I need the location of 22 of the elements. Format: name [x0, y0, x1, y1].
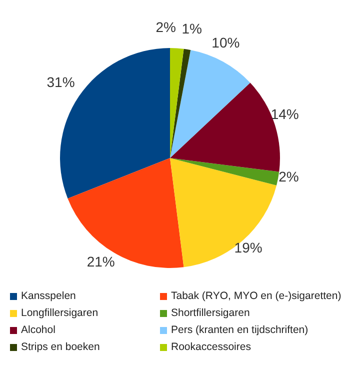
pie-slice	[170, 50, 250, 158]
legend-label: Longfillersigaren	[21, 307, 98, 319]
legend-label: Rookaccessoires	[171, 341, 251, 353]
legend-label: Alcohol	[21, 324, 56, 336]
pie-slice	[68, 158, 184, 268]
legend-label: Kansspelen	[21, 290, 76, 302]
pie-slice	[170, 48, 184, 158]
data-label: 31%	[46, 74, 75, 90]
pie-slice	[170, 48, 191, 158]
data-label: 19%	[234, 240, 262, 256]
legend-label: Pers (kranten en tijdschriften)	[171, 324, 308, 336]
pie-slice	[170, 158, 280, 186]
data-label: 1%	[182, 20, 202, 37]
data-label: 2%	[278, 168, 299, 185]
data-label: 10%	[212, 34, 240, 51]
legend-label: Shortfillersigaren	[171, 307, 250, 319]
data-label: 2%	[156, 19, 176, 36]
data-label: 14%	[270, 106, 299, 122]
legend-label: Strips en boeken	[21, 341, 100, 353]
data-label: 21%	[86, 253, 115, 270]
legend-label: Tabak (RYO, MYO en (e-)sigaretten)	[171, 290, 342, 302]
pie-slice	[170, 158, 277, 268]
